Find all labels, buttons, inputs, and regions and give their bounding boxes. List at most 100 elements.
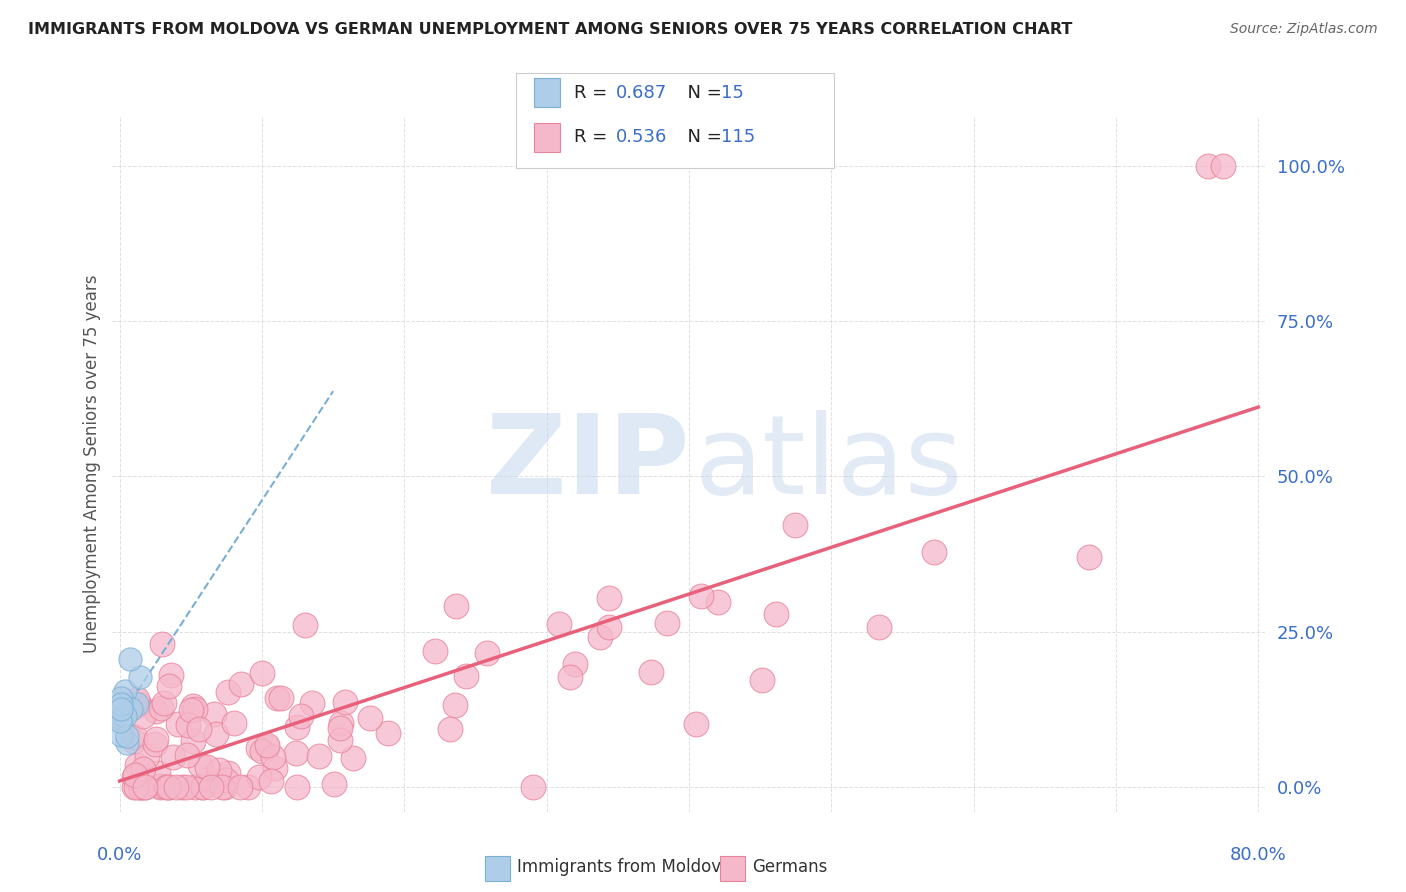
Point (342, 751, 364, 765)
Point (359, 710, 381, 724)
Point (188, 758, 211, 772)
Point (589, 631, 612, 645)
Point (110, 691, 132, 706)
Point (160, 667, 183, 681)
Point (110, 711, 132, 725)
Point (598, 591, 620, 605)
Point (134, 780, 156, 794)
Point (157, 679, 180, 693)
Point (308, 748, 330, 763)
Point (111, 711, 134, 725)
Point (110, 728, 132, 742)
Point (115, 736, 138, 750)
Point (284, 746, 307, 760)
Point (155, 780, 177, 794)
Text: Immigrants from Moldova: Immigrants from Moldova (517, 858, 731, 876)
Text: N =: N = (676, 84, 728, 102)
Point (181, 733, 204, 747)
Point (120, 702, 142, 716)
Point (172, 780, 194, 794)
Point (262, 750, 284, 764)
Point (290, 709, 312, 723)
Point (1198, 159, 1220, 173)
Text: 0.0%: 0.0% (97, 846, 142, 863)
Point (176, 780, 198, 794)
Point (598, 620, 620, 634)
Point (250, 744, 273, 758)
Point (377, 726, 399, 740)
Point (270, 691, 292, 706)
Point (125, 780, 148, 794)
Point (162, 750, 184, 764)
Point (266, 690, 288, 705)
Point (110, 702, 132, 716)
Text: 115: 115 (721, 128, 755, 146)
Point (197, 772, 219, 786)
Point (247, 770, 270, 784)
Point (439, 723, 461, 737)
Point (143, 738, 166, 752)
Point (188, 722, 211, 736)
Point (922, 545, 945, 559)
Point (685, 717, 707, 731)
Point (114, 683, 136, 698)
Point (256, 739, 278, 754)
Point (124, 698, 146, 713)
Point (149, 700, 172, 714)
Text: atlas: atlas (695, 410, 963, 517)
Point (228, 780, 250, 794)
Text: 80.0%: 80.0% (1230, 846, 1286, 863)
Point (214, 772, 236, 787)
Point (690, 589, 713, 603)
Text: Source: ZipAtlas.com: Source: ZipAtlas.com (1230, 22, 1378, 37)
Point (125, 698, 148, 712)
Point (149, 779, 172, 793)
Point (217, 685, 239, 699)
Point (301, 696, 323, 710)
Point (329, 733, 352, 747)
Point (167, 717, 190, 731)
Point (184, 702, 207, 716)
Point (260, 773, 283, 788)
Point (200, 780, 222, 794)
Point (655, 616, 678, 631)
Text: Germans: Germans (752, 858, 828, 876)
Point (558, 670, 581, 684)
Point (208, 763, 231, 777)
Point (264, 761, 287, 775)
Y-axis label: Unemployment Among Seniors over 75 years: Unemployment Among Seniors over 75 years (83, 275, 101, 653)
Point (145, 731, 167, 746)
Point (157, 780, 180, 794)
Point (238, 780, 260, 794)
Point (564, 657, 586, 671)
Text: IMMIGRANTS FROM MOLDOVA VS GERMAN UNEMPLOYMENT AMONG SENIORS OVER 75 YEARS CORRE: IMMIGRANTS FROM MOLDOVA VS GERMAN UNEMPL… (28, 22, 1073, 37)
Point (145, 705, 167, 719)
Point (128, 780, 150, 794)
Point (868, 620, 890, 634)
Text: R =: R = (574, 84, 613, 102)
Point (114, 709, 136, 723)
Point (522, 780, 544, 794)
Point (222, 715, 245, 730)
Point (181, 699, 204, 714)
Point (294, 618, 316, 632)
Point (128, 697, 150, 711)
Point (252, 666, 274, 681)
Point (425, 644, 447, 658)
Point (110, 698, 132, 712)
Point (149, 780, 172, 794)
Point (157, 780, 180, 794)
Point (134, 780, 156, 794)
Point (125, 757, 148, 772)
Point (177, 718, 200, 732)
Point (783, 518, 806, 533)
Point (443, 698, 465, 712)
Point (131, 780, 153, 794)
Point (165, 780, 187, 794)
Point (706, 595, 728, 609)
Point (333, 695, 356, 709)
Text: 0.536: 0.536 (616, 128, 668, 146)
Point (129, 780, 152, 794)
Point (751, 673, 773, 688)
Point (195, 760, 218, 774)
